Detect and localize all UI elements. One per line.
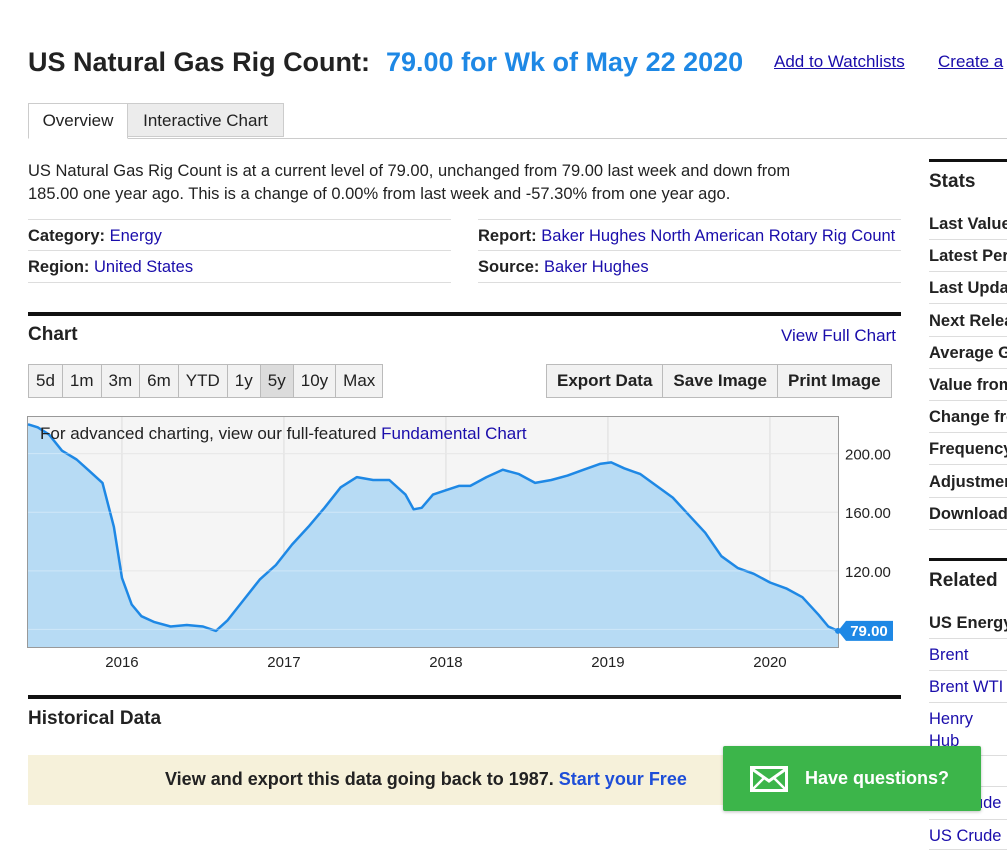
tab-overview[interactable]: Overview [28,103,128,139]
chart-actions: Export Data Save Image Print Image [546,364,892,398]
last-value-badge [838,620,893,641]
range-selector: 5d 1m 3m 6m YTD 1y 5y 10y Max [28,364,384,398]
summary-line-1: US Natural Gas Rig Count is at a current… [28,162,791,180]
meta-report-row: Report: Baker Hughes North American Rota… [478,219,901,251]
series-area [28,424,838,647]
y-tick-label: 160.00 [845,505,891,522]
tab-interactive-chart[interactable]: Interactive Chart [127,103,284,137]
fundamental-chart-link[interactable]: Fundamental Chart [381,424,527,443]
related-item[interactable]: Brent WTI [929,671,1007,703]
stat-row: Last Updated [929,272,1007,305]
export-data-button[interactable]: Export Data [547,365,664,397]
promo-text: View and export this data going back to … [165,769,687,790]
add-to-watchlists-link[interactable]: Add to Watchlists [774,52,905,71]
promo-message: View and export this data going back to … [165,769,554,789]
stats-title: Stats [929,171,976,192]
series-line [27,423,839,633]
x-tick-label: 2017 [267,654,300,671]
tab-bar: Overview Interactive Chart [28,103,1007,139]
range-1m-button[interactable]: 1m [62,365,102,397]
x-tick-label: 2019 [591,654,624,671]
historical-section-rule [28,695,901,699]
stat-row: Next Release [929,305,1007,337]
range-1y-button[interactable]: 1y [227,365,261,397]
y-tick-label: 120.00 [845,564,891,581]
stat-row: Change from [929,401,1007,434]
chart-note-text: For advanced charting, view our full-fea… [40,424,382,443]
current-value-title: 79.00 for Wk of May 22 2020 [386,47,744,77]
chart-note: For advanced charting, view our full-fea… [40,424,527,444]
range-max-button[interactable]: Max [336,365,383,397]
related-item[interactable]: US Crude [929,820,1007,850]
meta-category-row: Category: Energy [28,219,451,251]
stat-row: Download [929,498,1007,530]
envelope-icon [750,766,788,792]
x-tick-label: 2020 [753,654,786,671]
range-10y-button[interactable]: 10y [293,365,337,397]
range-5y-button[interactable]: 5y [260,365,294,397]
stat-row: Value from [929,369,1007,401]
start-free-trial-link[interactable]: Start your Free [558,769,687,789]
chart-section-rule [28,312,901,316]
related-title: Related [929,570,998,591]
range-3m-button[interactable]: 3m [101,365,141,397]
page-title: US Natural Gas Rig Count: [28,47,371,77]
x-tick-label: 2018 [429,654,462,671]
summary-line-2: 185.00 one year ago. This is a change of… [28,185,731,203]
have-questions-label: Have questions? [805,768,950,788]
last-value-label: 79.00 [850,623,888,640]
range-ytd-button[interactable]: YTD [178,365,228,397]
stat-row: Average Growth Rate [929,337,1007,369]
print-image-button[interactable]: Print Image [777,365,891,397]
range-5d-button[interactable]: 5d [29,365,63,397]
related-rule [929,558,1007,561]
related-item[interactable]: Brent Crude [929,639,1007,671]
last-value-point [835,627,841,634]
stat-row: Frequency [929,433,1007,466]
view-full-chart-link[interactable]: View Full Chart [781,326,896,345]
meta-source-row: Source: Baker Hughes [478,251,901,283]
stat-row: Latest Period [929,240,1007,273]
stat-row: Adjustment [929,466,1007,498]
y-tick-label: 200.00 [845,447,891,464]
stats-rule [929,159,1007,162]
x-tick-label: 2016 [105,654,138,671]
historical-section-title: Historical Data [28,708,162,729]
chart-section-title: Chart [28,324,78,345]
create-alert-link[interactable]: Create a [938,52,1004,71]
have-questions-button[interactable]: Have questions? [723,746,981,811]
related-item[interactable]: US Energy [929,607,1007,639]
summary-text: US Natural Gas Rig Count is at a current… [28,160,888,206]
save-image-button[interactable]: Save Image [663,365,778,397]
stat-row: Last Value [929,208,1007,240]
meta-region-row: Region: United States [28,251,451,283]
range-6m-button[interactable]: 6m [140,365,179,397]
